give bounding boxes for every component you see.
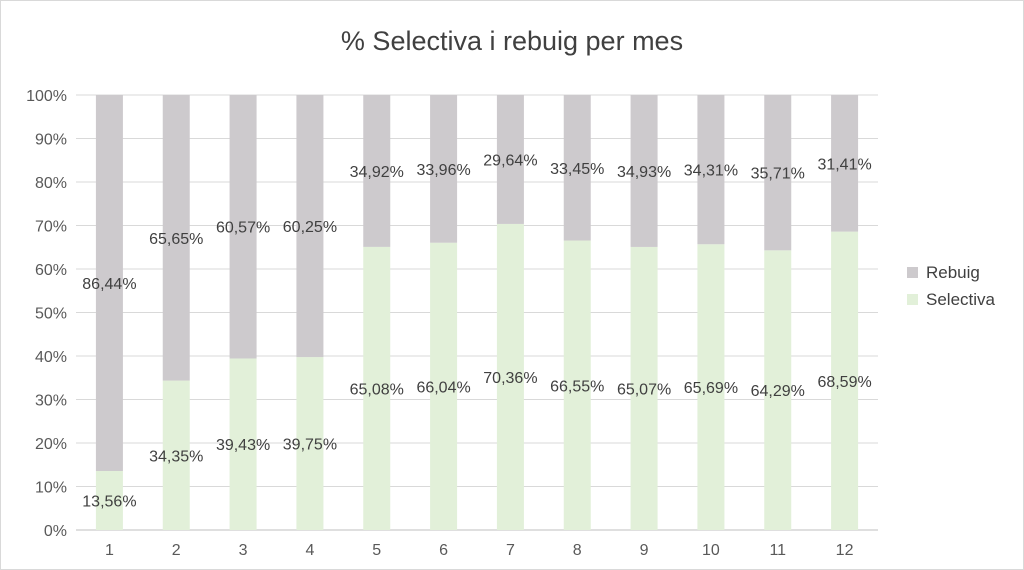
data-label-selectiva: 64,29% bbox=[751, 383, 805, 400]
data-label-selectiva: 65,07% bbox=[617, 381, 671, 398]
data-label-rebuig: 65,65% bbox=[149, 231, 203, 248]
bar-selectiva bbox=[697, 244, 725, 530]
bar-rebuig bbox=[162, 95, 190, 381]
y-tick-label: 0% bbox=[44, 523, 67, 540]
legend-item-selectiva: Selectiva bbox=[907, 286, 995, 313]
x-tick-label: 2 bbox=[172, 542, 181, 559]
x-tick-label: 12 bbox=[836, 542, 854, 559]
legend-swatch-rebuig bbox=[907, 267, 918, 278]
bar-rebuig bbox=[630, 95, 658, 247]
bar-rebuig bbox=[296, 95, 324, 358]
data-label-selectiva: 66,55% bbox=[550, 378, 604, 395]
bar-rebuig bbox=[563, 95, 591, 241]
data-label-rebuig: 33,96% bbox=[416, 162, 470, 179]
data-label-rebuig: 29,64% bbox=[483, 152, 537, 169]
y-tick-label: 70% bbox=[35, 219, 67, 236]
bar-selectiva bbox=[563, 240, 591, 530]
data-label-selectiva: 70,36% bbox=[483, 370, 537, 387]
data-label-rebuig: 34,93% bbox=[617, 164, 671, 181]
bar-rebuig bbox=[95, 95, 123, 472]
y-tick-label: 10% bbox=[35, 480, 67, 497]
x-tick-label: 5 bbox=[372, 542, 381, 559]
bar-selectiva bbox=[831, 231, 859, 531]
bar-selectiva bbox=[496, 223, 524, 530]
legend-label-selectiva: Selectiva bbox=[926, 289, 995, 309]
y-tick-label: 90% bbox=[35, 132, 67, 149]
bar-selectiva bbox=[764, 250, 792, 530]
x-tick-label: 10 bbox=[702, 542, 720, 559]
bar-rebuig bbox=[363, 95, 391, 247]
y-tick-label: 30% bbox=[35, 393, 67, 410]
legend-swatch-selectiva bbox=[907, 294, 918, 305]
data-label-rebuig: 35,71% bbox=[751, 166, 805, 183]
x-tick-label: 9 bbox=[640, 542, 649, 559]
y-tick-label: 100% bbox=[26, 88, 67, 105]
bar-rebuig bbox=[697, 95, 725, 245]
bar-rebuig bbox=[229, 95, 257, 359]
x-tick-label: 7 bbox=[506, 542, 515, 559]
data-label-rebuig: 86,44% bbox=[82, 276, 136, 293]
bar-selectiva bbox=[229, 358, 257, 530]
data-label-rebuig: 60,25% bbox=[283, 219, 337, 236]
bar-rebuig bbox=[764, 95, 792, 251]
y-tick-label: 50% bbox=[35, 306, 67, 323]
bar-selectiva bbox=[162, 380, 190, 530]
y-tick-label: 40% bbox=[35, 349, 67, 366]
x-tick-label: 3 bbox=[239, 542, 248, 559]
data-label-rebuig: 33,45% bbox=[550, 161, 604, 178]
bar-selectiva bbox=[95, 471, 123, 530]
data-label-selectiva: 13,56% bbox=[82, 494, 136, 511]
bar-selectiva bbox=[430, 242, 458, 530]
data-label-selectiva: 39,75% bbox=[283, 437, 337, 454]
y-tick-label: 80% bbox=[35, 175, 67, 192]
legend-item-rebuig: Rebuig bbox=[907, 259, 995, 286]
data-label-selectiva: 34,35% bbox=[149, 448, 203, 465]
data-label-selectiva: 68,59% bbox=[817, 374, 871, 391]
data-label-selectiva: 39,43% bbox=[216, 437, 270, 454]
bar-selectiva bbox=[630, 246, 658, 530]
data-label-selectiva: 65,08% bbox=[350, 381, 404, 398]
legend-label-rebuig: Rebuig bbox=[926, 262, 980, 282]
x-tick-label: 4 bbox=[305, 542, 314, 559]
bar-rebuig bbox=[496, 95, 524, 224]
chart-title: % Selectiva i rebuig per mes bbox=[340, 26, 684, 56]
x-tick-label: 1 bbox=[105, 542, 114, 559]
x-tick-label: 6 bbox=[439, 542, 448, 559]
y-tick-label: 60% bbox=[35, 262, 67, 279]
bar-rebuig bbox=[831, 95, 859, 232]
bar-rebuig bbox=[430, 95, 458, 243]
y-tick-label: 20% bbox=[35, 436, 67, 453]
data-label-rebuig: 34,92% bbox=[350, 164, 404, 181]
x-tick-label: 11 bbox=[769, 542, 786, 559]
data-label-selectiva: 66,04% bbox=[416, 379, 470, 396]
legend: Rebuig Selectiva bbox=[907, 259, 995, 313]
data-label-rebuig: 34,31% bbox=[684, 163, 738, 180]
data-label-rebuig: 31,41% bbox=[817, 156, 871, 173]
data-label-selectiva: 65,69% bbox=[684, 380, 738, 397]
data-label-rebuig: 60,57% bbox=[216, 220, 270, 237]
bar-selectiva bbox=[296, 357, 324, 530]
x-tick-label: 8 bbox=[573, 542, 582, 559]
bar-selectiva bbox=[363, 246, 391, 531]
